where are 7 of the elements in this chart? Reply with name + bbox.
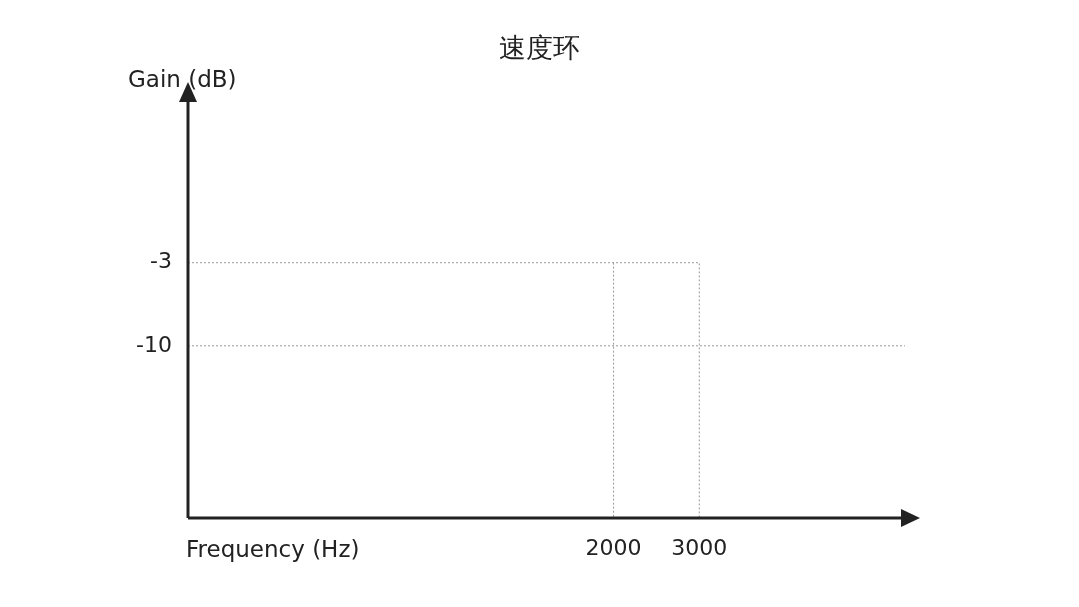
x-axis-title: Frequency (Hz) bbox=[186, 536, 360, 562]
x-tick-label: 3000 bbox=[671, 534, 728, 560]
x-tick-label: 2000 bbox=[585, 534, 642, 560]
y-tick-label: -3 bbox=[150, 248, 172, 274]
y-axis-title: Gain (dB) bbox=[128, 66, 237, 92]
chart-title: 速度环 bbox=[498, 31, 581, 65]
y-tick-label: -10 bbox=[136, 331, 172, 357]
